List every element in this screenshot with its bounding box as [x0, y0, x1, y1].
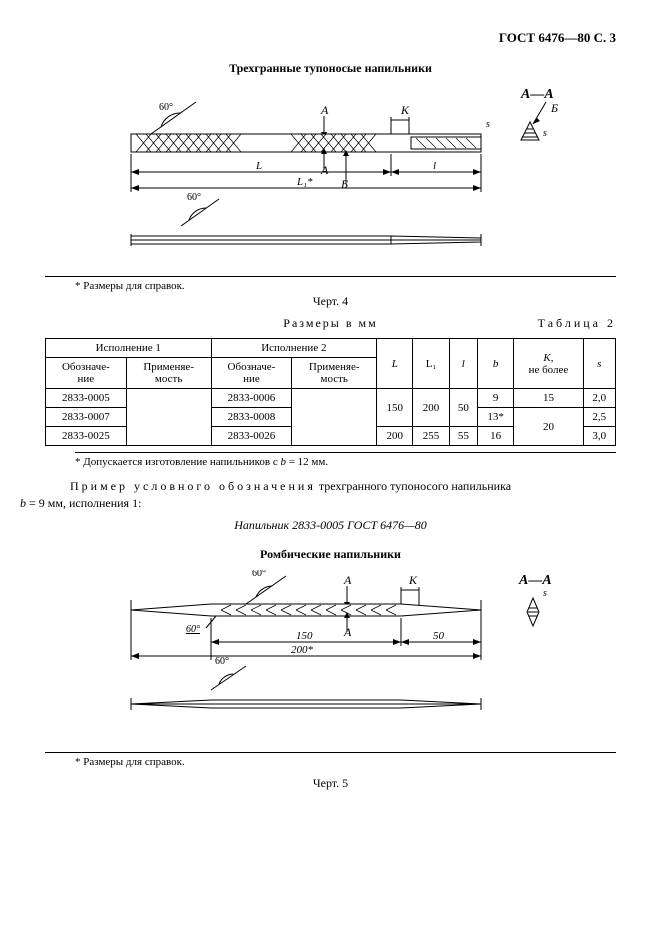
figure-caption-4: Черт. 4	[45, 294, 616, 309]
svg-text:K: K	[400, 103, 410, 117]
svg-text:L: L	[255, 160, 262, 172]
divider	[45, 752, 616, 753]
figure-caption-5: Черт. 5	[45, 776, 616, 791]
th-K: K,не более	[514, 339, 583, 389]
svg-text:Б: Б	[550, 101, 558, 115]
th-L1: L₁	[413, 339, 449, 389]
svg-text:A: A	[343, 573, 352, 587]
svg-text:s: s	[543, 128, 547, 139]
th-desig2: Обозначе-ние	[211, 358, 292, 389]
dimensions-label: Размеры в мм	[45, 316, 616, 331]
diagram-file-rhombic: А—А s 60° A K	[45, 570, 616, 744]
th-applic2: Применяе-мость	[292, 358, 377, 389]
svg-text:Б: Б	[340, 177, 348, 191]
table-label: Таблица 2	[538, 316, 616, 331]
footnote-ref-dims-2: * Размеры для справок.	[75, 756, 616, 768]
svg-text:s: s	[543, 588, 547, 599]
section-label: А—А	[520, 87, 554, 102]
dimensions-table: Исполнение 1 Исполнение 2 L L₁ l b K,не …	[45, 338, 616, 446]
svg-text:K: K	[408, 573, 418, 587]
th-desig1: Обозначе-ние	[46, 358, 127, 389]
example-code: Напильник 2833-0005 ГОСТ 6476—80	[45, 518, 616, 533]
svg-text:A: A	[320, 103, 329, 117]
footnote-ref-dims-1: * Размеры для справок.	[75, 280, 616, 292]
th-lsmall: l	[449, 339, 477, 389]
th-L: L	[377, 339, 413, 389]
page-header: ГОСТ 6476—80 С. 3	[45, 30, 616, 46]
svg-text:l: l	[433, 160, 436, 172]
section-label-2: А—А	[518, 573, 552, 588]
th-exec2: Исполнение 2	[211, 339, 377, 358]
diagram-file-triangular: А—А Б s 60° A K s	[45, 84, 616, 268]
svg-text:60°: 60°	[187, 192, 201, 203]
svg-text:60°: 60°	[186, 624, 200, 635]
svg-text:s: s	[486, 119, 490, 130]
example-text: Пример условного обозначения трехгранног…	[45, 478, 616, 512]
figure-title-2: Ромбические напильники	[45, 547, 616, 562]
divider	[75, 452, 616, 453]
footnote-b12: * Допускается изготовление напильников с…	[75, 456, 616, 468]
table-row: 2833-0005 2833-0006 150 200 50 9 15 2,0	[46, 389, 616, 408]
th-s: s	[583, 339, 615, 389]
svg-text:60°: 60°	[215, 656, 229, 667]
svg-text:60°: 60°	[159, 102, 173, 113]
figure-title-1: Трехгранные тупоносые напильники	[45, 61, 616, 76]
svg-text:150: 150	[296, 630, 313, 642]
th-b: b	[478, 339, 514, 389]
svg-text:L₁*: L₁*	[296, 176, 313, 188]
th-exec1: Исполнение 1	[46, 339, 212, 358]
svg-text:200*: 200*	[291, 644, 314, 656]
svg-text:50: 50	[433, 630, 445, 642]
th-applic1: Применяе-мость	[126, 358, 211, 389]
divider	[45, 276, 616, 277]
svg-text:60°: 60°	[252, 570, 266, 579]
